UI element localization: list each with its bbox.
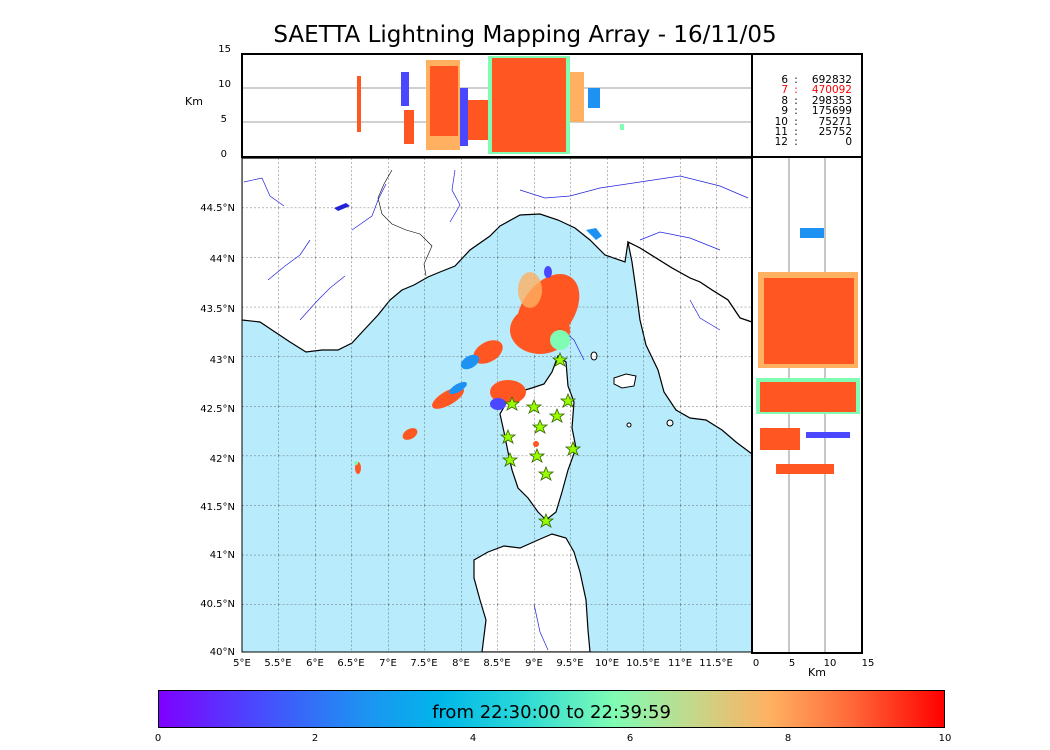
top-ytick: 10 bbox=[218, 79, 231, 90]
source-count: 692832 bbox=[811, 74, 852, 86]
top-ylabel: Km bbox=[185, 95, 203, 108]
station-star bbox=[528, 447, 546, 463]
lon-tick: 5°E bbox=[233, 658, 251, 669]
station-star bbox=[531, 418, 549, 434]
station-count-table: 6:692832 7:470092 8:298353 9:175699 10:75271… bbox=[756, 75, 860, 148]
source-count: 175699 bbox=[811, 105, 852, 118]
source-count: 75271 bbox=[818, 115, 852, 128]
colorbar-tick: 0 bbox=[154, 733, 162, 744]
source-count: 0 bbox=[845, 136, 852, 149]
separator: : bbox=[794, 126, 798, 139]
source-count: 470092 bbox=[811, 84, 852, 97]
colorbar bbox=[158, 690, 945, 728]
separator: : bbox=[794, 105, 798, 118]
lat-tick: 41.5°N bbox=[200, 502, 235, 513]
lightning-sources-altitude-lon bbox=[357, 56, 624, 154]
station-star bbox=[548, 407, 566, 423]
station-count-row: 7:470092 bbox=[756, 84, 860, 97]
station-star bbox=[564, 440, 582, 456]
colorbar-tick: 8 bbox=[784, 733, 792, 744]
source-count: 298353 bbox=[811, 94, 852, 107]
side-xtick: 5 bbox=[789, 658, 795, 669]
lon-tick: 7.5°E bbox=[410, 658, 437, 669]
station-count-row: 8:298353 bbox=[756, 94, 860, 107]
station-count-row: 11: 25752 bbox=[756, 126, 860, 139]
lon-tick: 11°E bbox=[668, 658, 692, 669]
lat-tick: 40.5°N bbox=[200, 599, 235, 610]
station-number: 11 bbox=[774, 126, 788, 139]
lon-tick: 9°E bbox=[525, 658, 543, 669]
colorbar-tick: 2 bbox=[311, 733, 319, 744]
lat-tick: 41°N bbox=[210, 550, 235, 561]
station-count-row: 12: 0 bbox=[756, 136, 860, 149]
lightning-sources-altitude-lat bbox=[756, 228, 860, 474]
station-star bbox=[537, 512, 555, 528]
lightning-sources-map bbox=[354, 266, 580, 474]
station-number: 8 bbox=[781, 94, 788, 107]
lon-tick: 10°E bbox=[595, 658, 619, 669]
station-star bbox=[551, 351, 569, 367]
lon-tick: 8°E bbox=[452, 658, 470, 669]
station-star bbox=[503, 395, 521, 411]
separator: : bbox=[794, 74, 798, 86]
top-ytick: 5 bbox=[221, 114, 227, 125]
lat-tick: 43°N bbox=[210, 355, 235, 366]
lma-stations bbox=[499, 351, 582, 528]
lon-tick: 11.5°E bbox=[699, 658, 733, 669]
lon-tick: 10.5°E bbox=[626, 658, 660, 669]
colorbar-tick: 4 bbox=[469, 733, 477, 744]
lat-tick: 42.5°N bbox=[200, 404, 235, 415]
side-xtick: 15 bbox=[862, 658, 875, 669]
lon-tick: 5.5°E bbox=[264, 658, 291, 669]
station-count-row: 9:175699 bbox=[756, 105, 860, 118]
station-number: 6 bbox=[781, 74, 788, 86]
station-star bbox=[499, 428, 517, 444]
separator: : bbox=[794, 84, 798, 97]
lon-tick: 7°E bbox=[379, 658, 397, 669]
station-count-row: 10: 75271 bbox=[756, 115, 860, 128]
separator: : bbox=[794, 94, 798, 107]
lon-tick: 6.5°E bbox=[337, 658, 364, 669]
altitude-vs-longitude-panel bbox=[241, 53, 863, 158]
colorbar-tick: 6 bbox=[626, 733, 634, 744]
side-xtick: 0 bbox=[753, 658, 759, 669]
lat-tick: 44.5°N bbox=[200, 203, 235, 214]
station-count-row: 6: 692832 bbox=[756, 74, 860, 86]
lat-tick: 40°N bbox=[210, 647, 235, 658]
top-ytick: 0 bbox=[221, 149, 227, 160]
colorbar-tick: 10 bbox=[938, 733, 952, 744]
axis-labels: Km 15 10 5 0 40°N 40.5°N 41°N 41.5°N 42°… bbox=[185, 44, 874, 679]
side-xlabel: Km bbox=[808, 666, 826, 679]
station-number: 12 bbox=[774, 136, 788, 149]
map-panel bbox=[241, 157, 753, 653]
top-ytick: 15 bbox=[218, 44, 231, 55]
station-star bbox=[537, 465, 555, 481]
chart-title: SAETTA Lightning Mapping Array - 16/11/0… bbox=[273, 22, 777, 48]
colorbar-label: from 22:30:00 to 22:39:59 bbox=[432, 702, 671, 723]
lat-tick: 42°N bbox=[210, 454, 235, 465]
lon-tick: 6°E bbox=[306, 658, 324, 669]
station-number: 9 bbox=[781, 105, 788, 118]
station-star bbox=[559, 392, 577, 408]
station-number: 10 bbox=[774, 115, 788, 128]
side-xtick: 10 bbox=[824, 658, 837, 669]
station-number: 7 bbox=[781, 84, 788, 97]
altitude-vs-latitude-panel bbox=[751, 156, 863, 654]
station-star bbox=[525, 398, 543, 414]
lat-tick: 43.5°N bbox=[200, 304, 235, 315]
source-count: 25752 bbox=[818, 126, 852, 139]
lat-tick: 44°N bbox=[210, 254, 235, 265]
lon-tick: 9.5°E bbox=[556, 658, 583, 669]
separator: : bbox=[794, 136, 798, 149]
station-star bbox=[501, 451, 519, 467]
lon-tick: 8.5°E bbox=[483, 658, 510, 669]
separator: : bbox=[794, 115, 798, 128]
